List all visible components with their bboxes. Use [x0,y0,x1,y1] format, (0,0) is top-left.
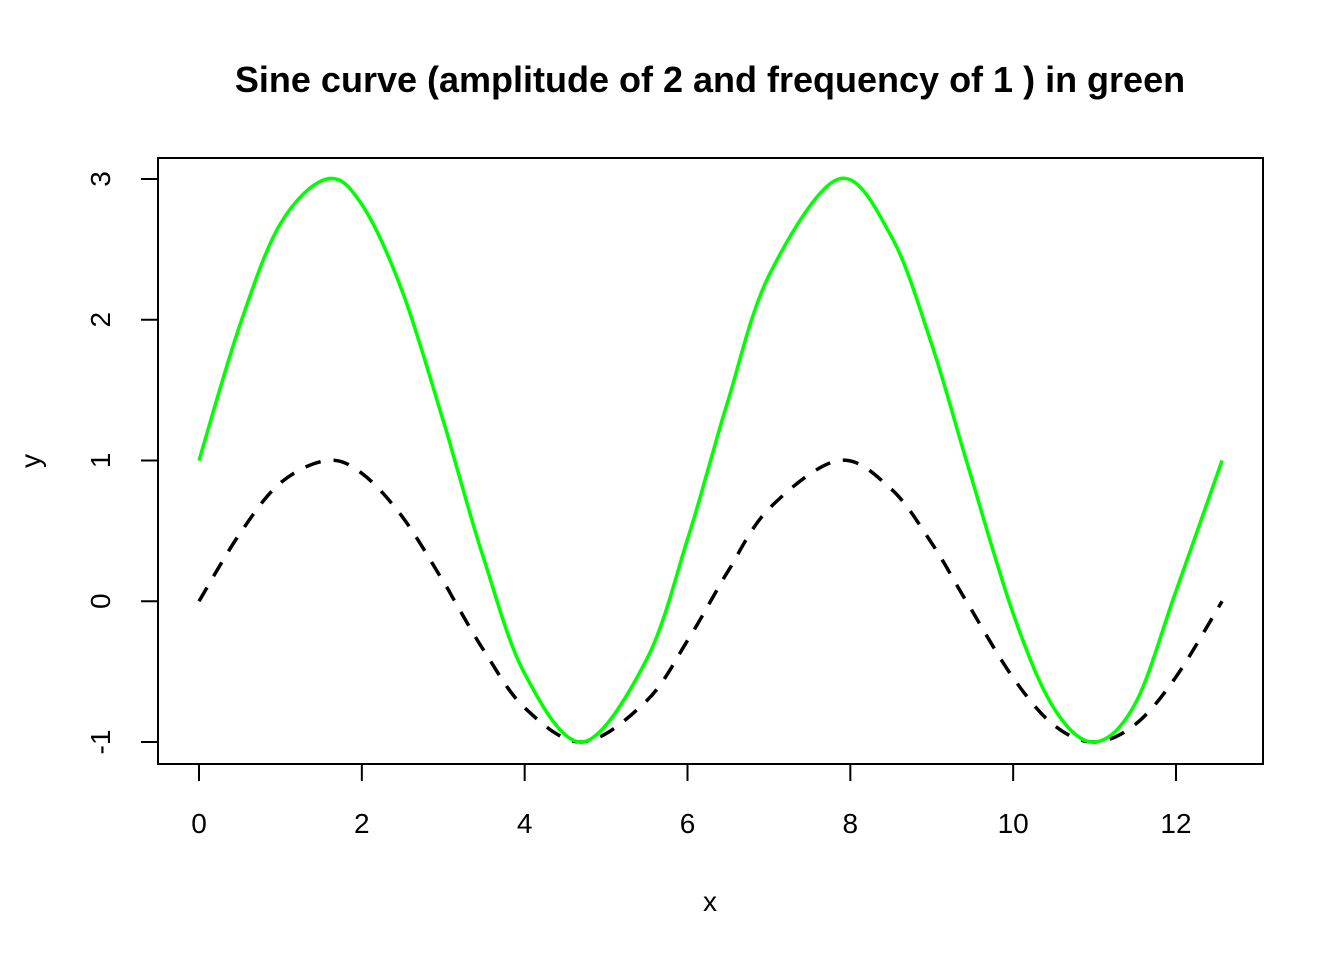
y-axis-label: y [15,454,46,468]
series-layer [197,176,1224,744]
y-tick-label: 1 [85,453,116,469]
y-axis: -1 0 1 2 3 [85,171,159,755]
series-line-dashed [197,458,1224,744]
x-tick-label: 2 [354,808,370,839]
x-tick-label: 0 [191,808,207,839]
x-tick-label: 8 [843,808,859,839]
x-tick-label: 10 [998,808,1029,839]
x-tick-label: 4 [517,808,533,839]
x-axis-label: x [703,886,717,917]
y-tick-label: 2 [85,312,116,328]
y-tick-label: 3 [85,171,116,187]
y-tick-label: -1 [85,730,116,755]
x-tick-label: 6 [680,808,696,839]
x-axis: 0 2 4 6 8 10 12 [191,763,1192,839]
series-line-green [197,176,1224,744]
y-tick-label: 0 [85,593,116,609]
chart-title: Sine curve (amplitude of 2 and frequency… [235,59,1185,100]
x-tick-label: 12 [1160,808,1191,839]
